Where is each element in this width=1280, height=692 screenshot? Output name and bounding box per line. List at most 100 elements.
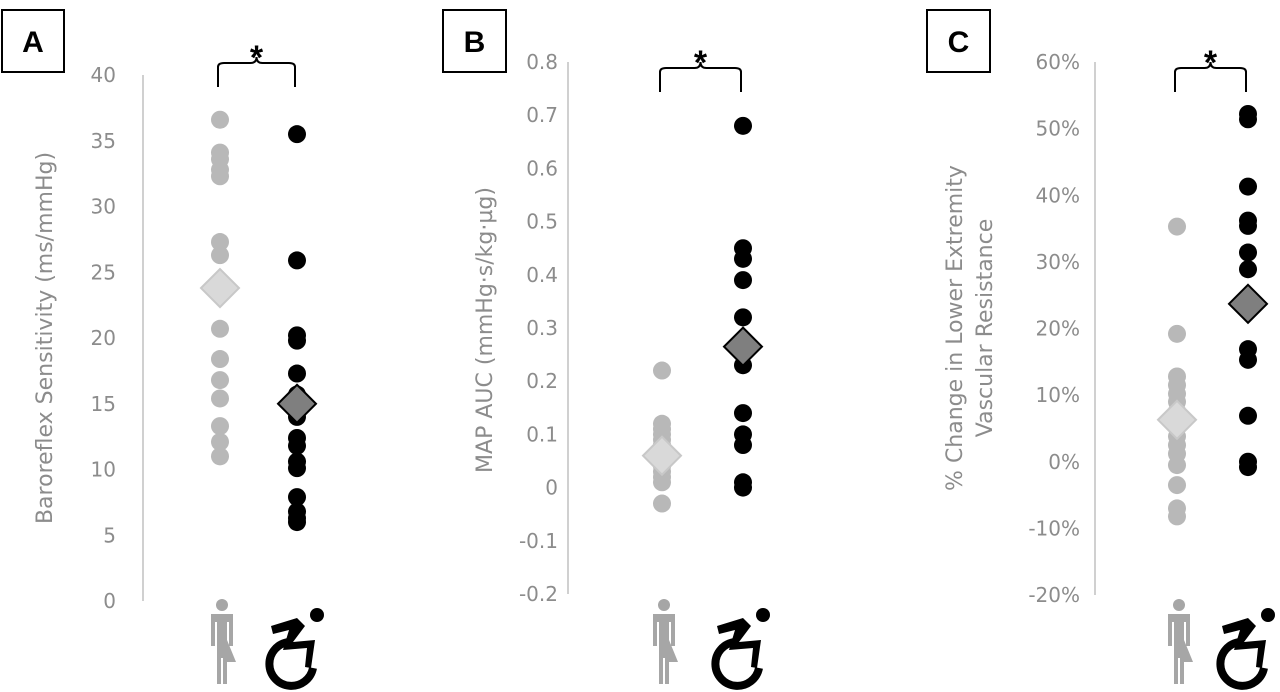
able-bodied-point <box>211 233 229 252</box>
able-bodied-mean-marker <box>641 435 683 477</box>
sci-mean-marker <box>276 383 318 425</box>
y-tick-label: 60% <box>1036 50 1080 74</box>
person-standing-icon <box>211 599 236 684</box>
y-tick-label: 0.3 <box>526 316 558 340</box>
able-bodied-point <box>653 494 671 513</box>
y-tick-label: 40% <box>1036 183 1080 207</box>
y-tick-label: 0.2 <box>526 369 558 393</box>
able-bodied-point <box>211 350 229 369</box>
wheelchair-user-icon <box>265 608 324 690</box>
able-bodied-point <box>653 361 671 380</box>
sci-point <box>288 488 306 507</box>
y-axis-label-line: % Change in Lower Extremity <box>943 165 968 491</box>
sci-point <box>1239 243 1257 262</box>
panel-c: C -20% -10% 0% 10% 20% 30% 40% 50% 60% % Change in… <box>926 9 1275 690</box>
y-tick-label: 15 <box>91 392 116 416</box>
y-tick-label: 10% <box>1036 383 1080 407</box>
able-bodied-point <box>1168 217 1186 236</box>
panel-label: C <box>948 26 970 59</box>
sci-point <box>734 308 752 327</box>
y-tick-label: 0.6 <box>526 156 558 180</box>
y-tick-label: 0% <box>1048 450 1080 474</box>
able-bodied-point <box>211 432 229 451</box>
y-tick-label: 50% <box>1036 117 1080 141</box>
able-bodied-point <box>211 167 229 186</box>
sci-point <box>734 436 752 455</box>
able-bodied-point <box>1168 324 1186 343</box>
able-bodied-mean-marker <box>199 267 241 309</box>
sci-point <box>734 271 752 290</box>
y-tick-label: 5 <box>103 523 116 547</box>
y-tick-label: 0 <box>545 476 558 500</box>
panel-b: B -0.2 -0.1 0 0.1 0.2 0.3 0.4 0.5 0.6 0.7 0.8 MAP AU… <box>442 9 770 690</box>
able-bodied-point <box>211 389 229 408</box>
sci-point <box>288 513 306 532</box>
wheelchair-user-icon <box>1216 608 1275 690</box>
y-tick-label: 30% <box>1036 250 1080 274</box>
panel-label-box <box>926 9 991 73</box>
sci-point <box>288 331 306 350</box>
y-tick-label: 0.1 <box>526 422 558 446</box>
significance-star: * <box>694 44 708 82</box>
sci-point <box>288 459 306 478</box>
significance-bracket <box>1174 61 1247 92</box>
significance-bracket <box>217 56 296 87</box>
significance-bracket <box>659 61 742 92</box>
able-bodied-mean-marker <box>1156 399 1198 441</box>
sci-point <box>1239 260 1257 279</box>
sci-point <box>1239 110 1257 129</box>
able-bodied-point <box>211 319 229 338</box>
y-tick-label: -20% <box>1028 583 1080 607</box>
sci-point <box>734 249 752 268</box>
y-tick-label: -0.2 <box>519 582 558 606</box>
able-bodied-point <box>211 371 229 390</box>
y-tick-label: 20 <box>91 326 116 350</box>
sci-point <box>734 116 752 135</box>
sci-point <box>288 364 306 383</box>
y-tick-label: 25 <box>91 260 116 284</box>
y-tick-label: 0.7 <box>526 103 558 127</box>
y-tick-label: -10% <box>1028 516 1080 540</box>
able-bodied-point <box>211 110 229 129</box>
y-axis-label-line: Vascular Resistance <box>973 219 998 438</box>
y-tick-label: 30 <box>91 195 116 219</box>
sci-point <box>734 404 752 423</box>
able-bodied-point <box>1168 507 1186 526</box>
y-axis-label: MAP AUC (mmHg·s/kg·µg) <box>473 187 498 473</box>
sci-mean-marker <box>1227 283 1269 325</box>
y-tick-label: 0.8 <box>526 50 558 74</box>
person-standing-icon <box>653 599 678 684</box>
significance-star: * <box>1204 44 1218 82</box>
sci-point <box>1239 177 1257 196</box>
y-tick-label: -0.1 <box>519 529 558 553</box>
panel-label: A <box>22 26 44 59</box>
y-tick-label: 10 <box>91 458 116 482</box>
wheelchair-user-icon <box>711 608 770 690</box>
panel-a: A 0 5 10 15 20 25 30 35 40 Baroreflex Sensitivity … <box>1 9 324 690</box>
y-tick-label: 35 <box>91 129 116 153</box>
y-tick-label: 0 <box>103 589 116 613</box>
sci-point <box>1239 350 1257 369</box>
sci-point <box>1239 406 1257 425</box>
sci-point <box>1239 216 1257 235</box>
panel-label: B <box>464 26 486 59</box>
sci-mean-marker <box>722 326 764 368</box>
sci-point <box>734 478 752 497</box>
able-bodied-point <box>653 473 671 492</box>
y-tick-label: 0.4 <box>526 263 558 287</box>
sci-point <box>1239 458 1257 477</box>
y-tick-label: 40 <box>91 63 116 87</box>
able-bodied-point <box>1168 476 1186 495</box>
sci-point <box>288 251 306 270</box>
y-tick-label: 0.5 <box>526 210 558 234</box>
y-axis-label: % Change in Lower Extremity Vascular Resi… <box>943 165 998 491</box>
sci-point <box>288 125 306 144</box>
sci-point <box>288 436 306 455</box>
y-axis-label: Baroreflex Sensitivity (ms/mmHg) <box>33 152 58 524</box>
panel-label-box <box>1 9 65 73</box>
significance-star: * <box>250 39 264 77</box>
able-bodied-point <box>1168 456 1186 475</box>
able-bodied-point <box>211 417 229 436</box>
able-bodied-point <box>211 246 229 265</box>
